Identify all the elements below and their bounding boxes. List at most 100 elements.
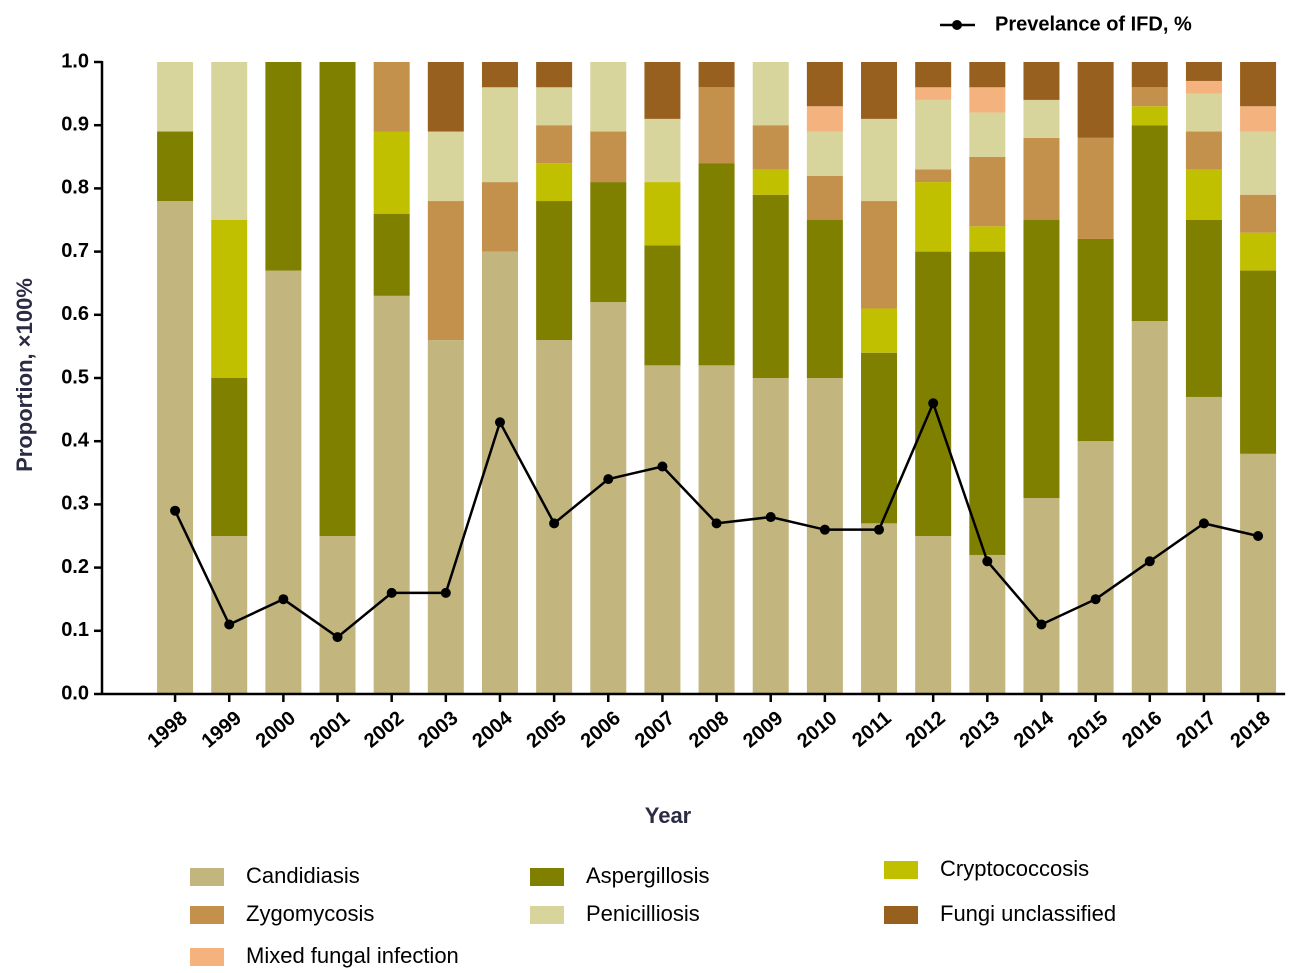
bar-segment [806,378,843,694]
bar-segment [1240,453,1277,694]
legend-label: Candidiasis [246,863,360,888]
bar-segment [536,87,573,126]
bar-segment [806,106,843,132]
bar-segment [157,201,194,695]
bar-segment [861,62,898,119]
bar-segment [1185,169,1222,220]
bar-segment [915,182,952,252]
bar-segment [806,175,843,220]
legend-swatch [884,861,918,879]
bar-segment [644,118,681,183]
bar-segment [373,295,410,694]
x-tick-label: 2001 [306,707,354,752]
bar-segment [1185,62,1222,81]
bar-segment [806,220,843,378]
bar-segment [319,536,356,694]
bar-segment [1240,62,1277,107]
prevalence-point [874,524,885,535]
bar-segment [915,87,952,100]
legend-label: Fungi unclassified [940,901,1116,926]
bar-segment [969,226,1006,252]
bar-segment [1023,220,1060,499]
bar-segment [536,201,573,341]
x-tick-label: 2010 [793,707,841,752]
x-tick-label: 1998 [143,707,191,752]
y-tick-label: 0.4 [61,429,90,451]
x-tick-label: 2014 [1010,706,1059,752]
bar-segment [861,523,898,694]
bar-segment [644,182,681,246]
bar-segment [481,251,518,694]
bar-segment [1240,232,1277,271]
bar-segment [698,87,735,164]
y-tick-label: 0.6 [61,303,89,325]
bar-segment [536,62,573,88]
y-tick-label: 0.0 [61,682,89,704]
bar-segment [536,163,573,202]
bar-segment [211,536,248,694]
bar-segment [861,201,898,309]
bar-segment [427,62,464,132]
x-tick-label: 2008 [685,707,733,752]
bar-segment [861,352,898,524]
bar-segment [915,169,952,183]
legend-swatch [530,868,564,886]
legend-dot [952,20,962,30]
bar-segment [752,194,789,378]
bar-segment [265,270,302,694]
legend-label: Mixed fungal infection [246,943,459,968]
bar-segment [536,125,573,164]
x-tick-label: 2006 [577,707,625,752]
prevalence-point [657,461,668,472]
legend-label: Penicilliosis [586,901,700,926]
x-tick-label: 2011 [848,707,895,752]
bar-segment [211,220,248,378]
bar-segment [590,302,627,694]
prevalence-point [440,587,451,598]
bar-segment [915,62,952,88]
bar-segment [157,62,194,132]
bar-segment [806,62,843,107]
bar-segment [590,62,627,132]
prevalence-point [1253,531,1264,541]
x-tick-label: 2013 [956,707,1004,752]
bar-segment [211,378,248,536]
x-tick-label: 2017 [1172,707,1220,752]
x-tick-label: 2018 [1226,707,1274,752]
bar-segment [1023,99,1060,138]
x-tick-label: 2002 [360,707,408,752]
bar-segment [752,378,789,694]
y-axis-title: Proportion, ×100% [12,278,37,472]
prevalence-point [170,505,181,516]
y-tick-label: 0.1 [61,619,89,641]
legend-swatch [884,906,918,924]
bar-segment [536,340,573,694]
prevalence-point [494,417,505,428]
bar-segment [644,245,681,366]
x-tick-label: 2005 [523,707,571,752]
x-tick-label: 2000 [252,707,300,752]
bar-segment [1077,62,1114,138]
bar-segment [1077,137,1114,239]
bar-segment [969,87,1006,113]
bar-segment [752,62,789,126]
bar-segment [1131,62,1168,88]
bar-segment [157,131,194,202]
bar-segment [644,62,681,119]
prevalence-point [603,474,614,485]
bar-segment [590,182,627,303]
bar-segment [698,365,735,694]
bar-segment [752,169,789,195]
bar-segment [915,536,952,694]
bar-segment [427,131,464,202]
bar-segment [861,308,898,353]
prevalence-point [1090,594,1101,605]
bar-segment [969,112,1006,157]
bar-segment [1185,93,1222,132]
bar-segment [590,131,627,183]
bar-segment [969,156,1006,227]
y-tick-label: 0.8 [61,177,89,199]
prevalence-point [711,518,722,529]
bar-segment [915,99,952,170]
